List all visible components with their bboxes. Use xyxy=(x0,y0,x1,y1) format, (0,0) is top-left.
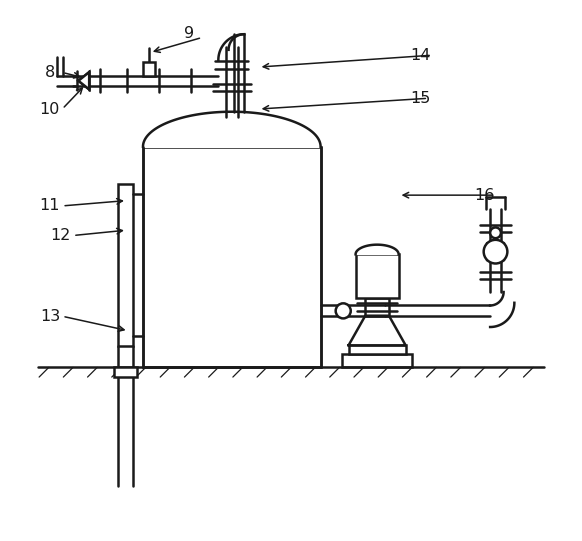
Text: 12: 12 xyxy=(51,228,71,243)
Polygon shape xyxy=(349,316,406,345)
Bar xyxy=(114,367,137,377)
Circle shape xyxy=(336,304,351,319)
Bar xyxy=(342,354,412,367)
Polygon shape xyxy=(143,112,321,147)
Text: 13: 13 xyxy=(40,309,60,324)
Bar xyxy=(365,299,389,316)
Text: 15: 15 xyxy=(410,91,430,106)
Bar xyxy=(356,254,399,299)
Text: 10: 10 xyxy=(40,102,60,116)
Text: 14: 14 xyxy=(410,48,430,63)
Circle shape xyxy=(490,227,501,238)
Bar xyxy=(143,62,155,76)
Bar xyxy=(349,345,406,354)
Text: 16: 16 xyxy=(474,188,495,203)
Text: 9: 9 xyxy=(184,26,194,41)
Polygon shape xyxy=(356,245,399,254)
Bar xyxy=(143,147,321,367)
Circle shape xyxy=(484,240,508,263)
Bar xyxy=(118,184,133,346)
Polygon shape xyxy=(79,72,89,89)
Text: 11: 11 xyxy=(40,199,60,213)
Polygon shape xyxy=(79,72,89,89)
Text: 8: 8 xyxy=(45,65,55,80)
